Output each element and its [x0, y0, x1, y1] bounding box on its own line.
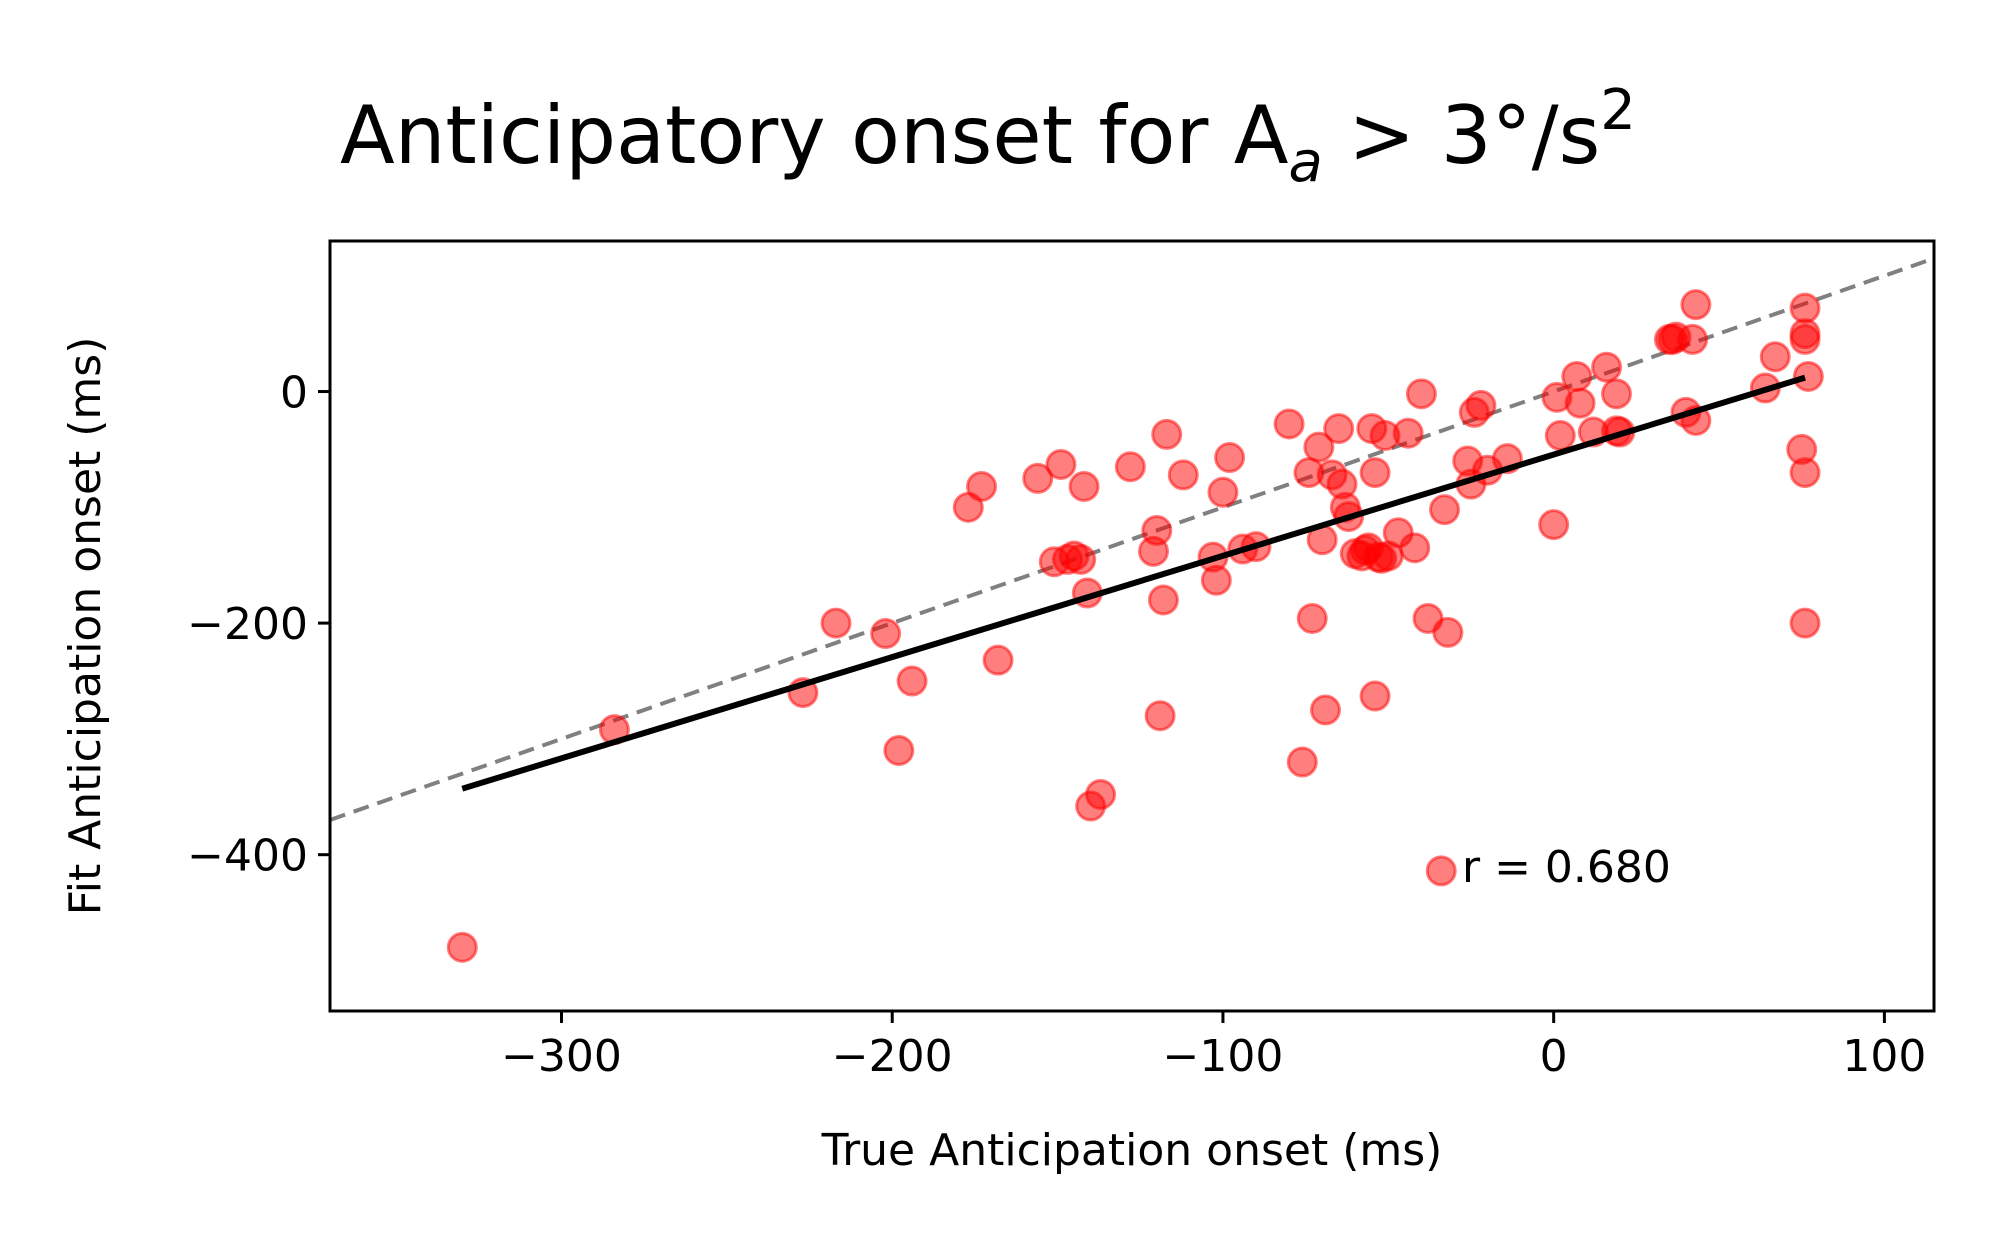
- data-point: [1465, 389, 1497, 421]
- data-point: [1789, 292, 1821, 324]
- data-point: [1538, 509, 1570, 541]
- data-point: [1544, 420, 1576, 452]
- data-point: [1207, 476, 1239, 508]
- y-axis-label: Fit Anticipation onset (ms): [60, 337, 111, 916]
- plot-frame: [328, 239, 1936, 1013]
- data-point: [1789, 457, 1821, 489]
- chart-title-middle: > 3°/s: [1323, 89, 1600, 182]
- data-point: [1200, 564, 1232, 596]
- y-tick-label: −400: [187, 831, 308, 882]
- data-point: [1759, 341, 1791, 373]
- data-point: [1359, 680, 1391, 712]
- data-point: [1147, 584, 1179, 616]
- fit-line-layer: [461, 374, 1806, 792]
- data-point: [1273, 408, 1305, 440]
- data-point: [1680, 289, 1712, 321]
- data-point: [1677, 323, 1709, 355]
- data-point: [1141, 514, 1173, 546]
- data-point: [1296, 602, 1328, 634]
- data-point: [1359, 457, 1391, 489]
- data-point: [1405, 378, 1437, 410]
- data-point: [1789, 607, 1821, 639]
- chart-title-superscript: 2: [1600, 78, 1636, 143]
- data-point: [1564, 387, 1596, 419]
- data-point: [1309, 694, 1341, 726]
- data-point: [1151, 418, 1183, 450]
- data-point: [1144, 700, 1176, 732]
- data-point: [1114, 451, 1146, 483]
- data-point: [1085, 778, 1117, 810]
- data-point: [982, 644, 1014, 676]
- chart-title-main: Anticipatory onset for A: [340, 89, 1289, 182]
- x-tick-label: 0: [1540, 1031, 1568, 1082]
- x-tick-label: −100: [1163, 1031, 1284, 1082]
- data-point: [870, 618, 902, 650]
- data-point: [1591, 351, 1623, 383]
- x-tick-label: −300: [501, 1031, 622, 1082]
- data-point: [1429, 494, 1461, 526]
- points-layer: [446, 289, 1824, 963]
- data-point: [1167, 459, 1199, 491]
- fit-line: [461, 374, 1806, 792]
- data-point: [1601, 378, 1633, 410]
- y-tick-label: −200: [187, 599, 308, 650]
- x-tick-label: −200: [832, 1031, 953, 1082]
- identity-line: [330, 256, 1934, 822]
- data-point: [1022, 462, 1054, 494]
- data-point: [1792, 360, 1824, 392]
- x-axis-label: True Anticipation onset (ms): [821, 1125, 1443, 1176]
- data-point: [1045, 448, 1077, 480]
- data-point: [1392, 417, 1424, 449]
- data-point: [1561, 360, 1593, 392]
- data-point: [1432, 616, 1464, 648]
- identity-line-layer: [330, 256, 1934, 822]
- data-point: [883, 734, 915, 766]
- y-tick-label: 0: [280, 368, 308, 419]
- y-axis-ticks: −400 −200 0: [187, 368, 330, 882]
- data-point: [1399, 532, 1431, 564]
- data-point: [966, 470, 998, 502]
- chart-title-subscript: a: [1289, 130, 1323, 195]
- data-point: [446, 931, 478, 963]
- data-point: [1789, 318, 1821, 350]
- data-point: [1286, 746, 1318, 778]
- data-point: [1058, 540, 1090, 572]
- x-axis-ticks: −300 −200 −100 0 100: [501, 1011, 1926, 1082]
- data-point: [820, 607, 852, 639]
- data-point: [1425, 855, 1457, 887]
- x-tick-label: 100: [1842, 1031, 1926, 1082]
- data-point: [896, 665, 928, 697]
- data-point: [1068, 470, 1100, 502]
- correlation-annotation: r = 0.680: [1462, 842, 1671, 893]
- data-point: [1303, 431, 1335, 463]
- chart-title: Anticipatory onset for Aa > 3°/s2: [340, 78, 1636, 195]
- data-point: [1323, 413, 1355, 445]
- data-point: [1214, 442, 1246, 474]
